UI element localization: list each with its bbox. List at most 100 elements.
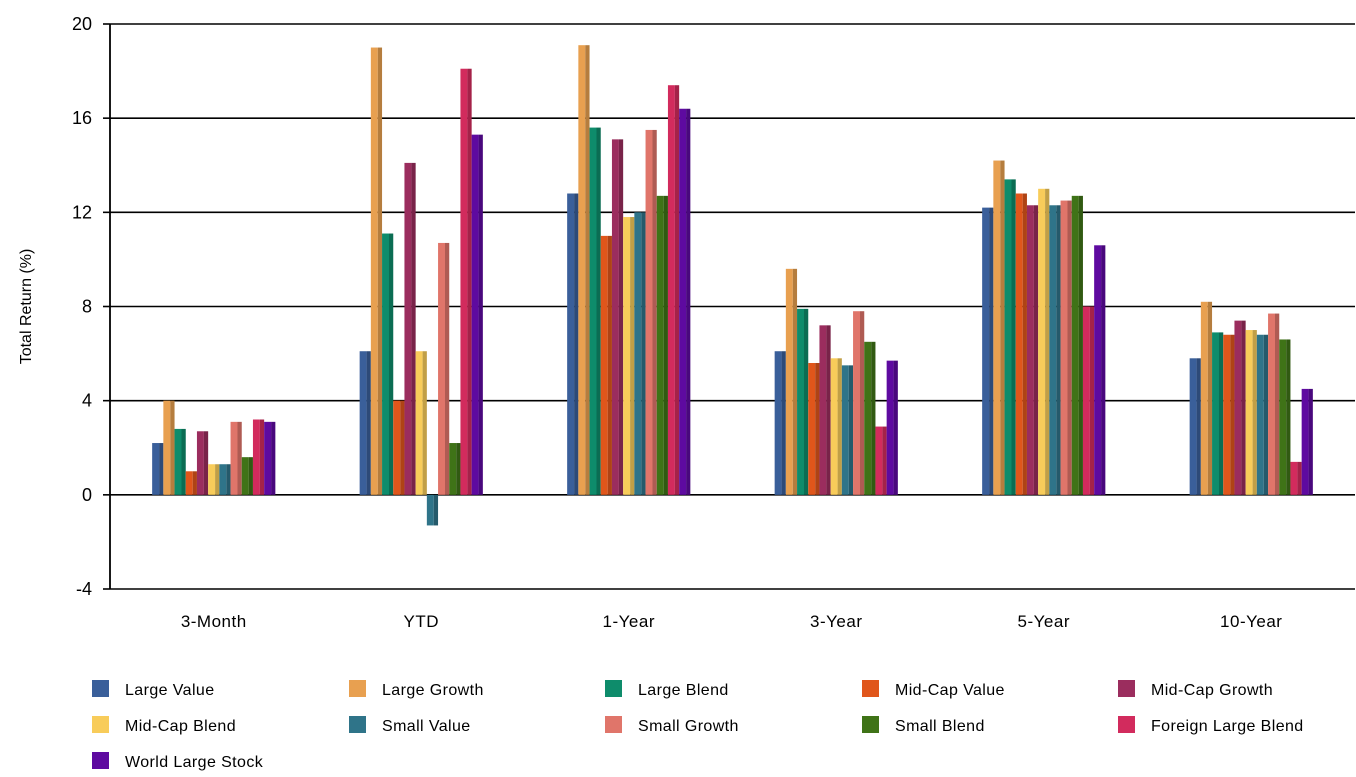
bar-side (170, 400, 175, 495)
x-tick-label: 3-Month (181, 612, 247, 631)
bar (196, 431, 209, 495)
bar-face (982, 207, 990, 495)
bar (1071, 195, 1083, 495)
bar (1004, 179, 1016, 495)
y-tick-label: -4 (76, 579, 92, 599)
bar-side (792, 268, 798, 495)
bar-face (1071, 195, 1079, 495)
bar-side (433, 494, 439, 526)
bar (1234, 320, 1246, 495)
bar-face (774, 351, 782, 495)
bar (1200, 301, 1213, 495)
bar (1212, 332, 1224, 495)
bar-side (618, 139, 624, 495)
bar-face (1212, 332, 1219, 495)
bar-face (185, 471, 193, 495)
bar (438, 242, 450, 495)
bar-side (1067, 200, 1072, 495)
bar-face (1245, 330, 1253, 495)
legend-item: Large Growth (349, 680, 483, 699)
bar-face (600, 235, 608, 495)
legend-item: Foreign Large Blend (1118, 716, 1303, 735)
bar-face (404, 162, 412, 495)
bar (667, 85, 680, 495)
bars (152, 45, 1313, 526)
bar-side (1011, 179, 1016, 495)
bar-side (478, 134, 483, 495)
bar-face (841, 365, 849, 495)
bar-side (837, 358, 842, 495)
bar-face (1026, 205, 1034, 495)
bar (808, 363, 820, 495)
x-tick-label: 10-Year (1220, 612, 1282, 631)
bar (1026, 205, 1039, 495)
bar (875, 426, 887, 495)
bar-side (1274, 313, 1280, 495)
bar (230, 421, 242, 495)
bar-face (1290, 461, 1298, 495)
bar-face (382, 233, 389, 495)
bar-face (438, 242, 445, 495)
bar-side (237, 421, 242, 495)
bar-face (1301, 388, 1309, 495)
legend-swatch (1118, 716, 1135, 733)
bar-face (196, 431, 204, 495)
legend-swatch (349, 680, 366, 697)
bar-side (871, 341, 876, 495)
legend-swatch (862, 680, 879, 697)
legend-label: Small Growth (638, 718, 739, 735)
bar-side (1033, 205, 1039, 495)
bar (611, 139, 624, 495)
legend-swatch (862, 716, 879, 733)
bar (679, 108, 691, 495)
bar-side (1078, 195, 1083, 495)
legend-label: Mid-Cap Growth (1151, 682, 1273, 699)
bar-face (797, 308, 804, 495)
bar-side (781, 351, 786, 495)
gridlines (110, 23, 1355, 590)
bar (241, 457, 253, 495)
y-tick-label: 16 (72, 108, 92, 128)
bar (393, 400, 405, 495)
bar-side (1056, 205, 1061, 495)
bar-face (993, 160, 1001, 495)
bar (1245, 330, 1257, 495)
bar-face (1060, 200, 1068, 495)
legend-swatch (605, 716, 622, 733)
y-tick-label: 12 (72, 202, 92, 222)
bar (1015, 193, 1027, 495)
bar (797, 308, 809, 495)
legend-item: Mid-Cap Blend (92, 716, 236, 735)
legend-label: Small Value (382, 718, 471, 735)
bar-side (596, 127, 601, 495)
bar-side (422, 351, 427, 495)
bar (645, 129, 657, 495)
bar-face (808, 363, 816, 495)
bar (1082, 306, 1095, 495)
bar-face (152, 443, 160, 495)
bar (830, 358, 842, 495)
bar-face (219, 464, 227, 495)
tick-labels: -4 0 4 8 12 16 20 3-Month YTD 1-Year 3-Year 5-Year 1… (72, 14, 1282, 631)
bar (1038, 188, 1050, 495)
legend-label: Large Blend (638, 682, 729, 699)
legend-label: Large Value (125, 682, 215, 699)
bar (864, 341, 876, 495)
bar (1094, 245, 1106, 495)
bar (785, 268, 798, 495)
bar (1256, 334, 1269, 495)
y-tick-label: 8 (82, 297, 92, 317)
bar-side (1297, 461, 1302, 495)
bar-side (1000, 160, 1005, 495)
bar-side (1045, 188, 1050, 495)
bar-side (388, 233, 394, 495)
bar-face (1094, 245, 1102, 495)
bar-face (359, 351, 367, 495)
bar-side (989, 207, 994, 495)
bar-face (426, 494, 434, 526)
bar (1279, 339, 1291, 495)
bar (578, 45, 590, 495)
y-axis-title: Total Return (%) (18, 249, 35, 365)
bar (208, 464, 220, 495)
legend-swatch (1118, 680, 1135, 697)
